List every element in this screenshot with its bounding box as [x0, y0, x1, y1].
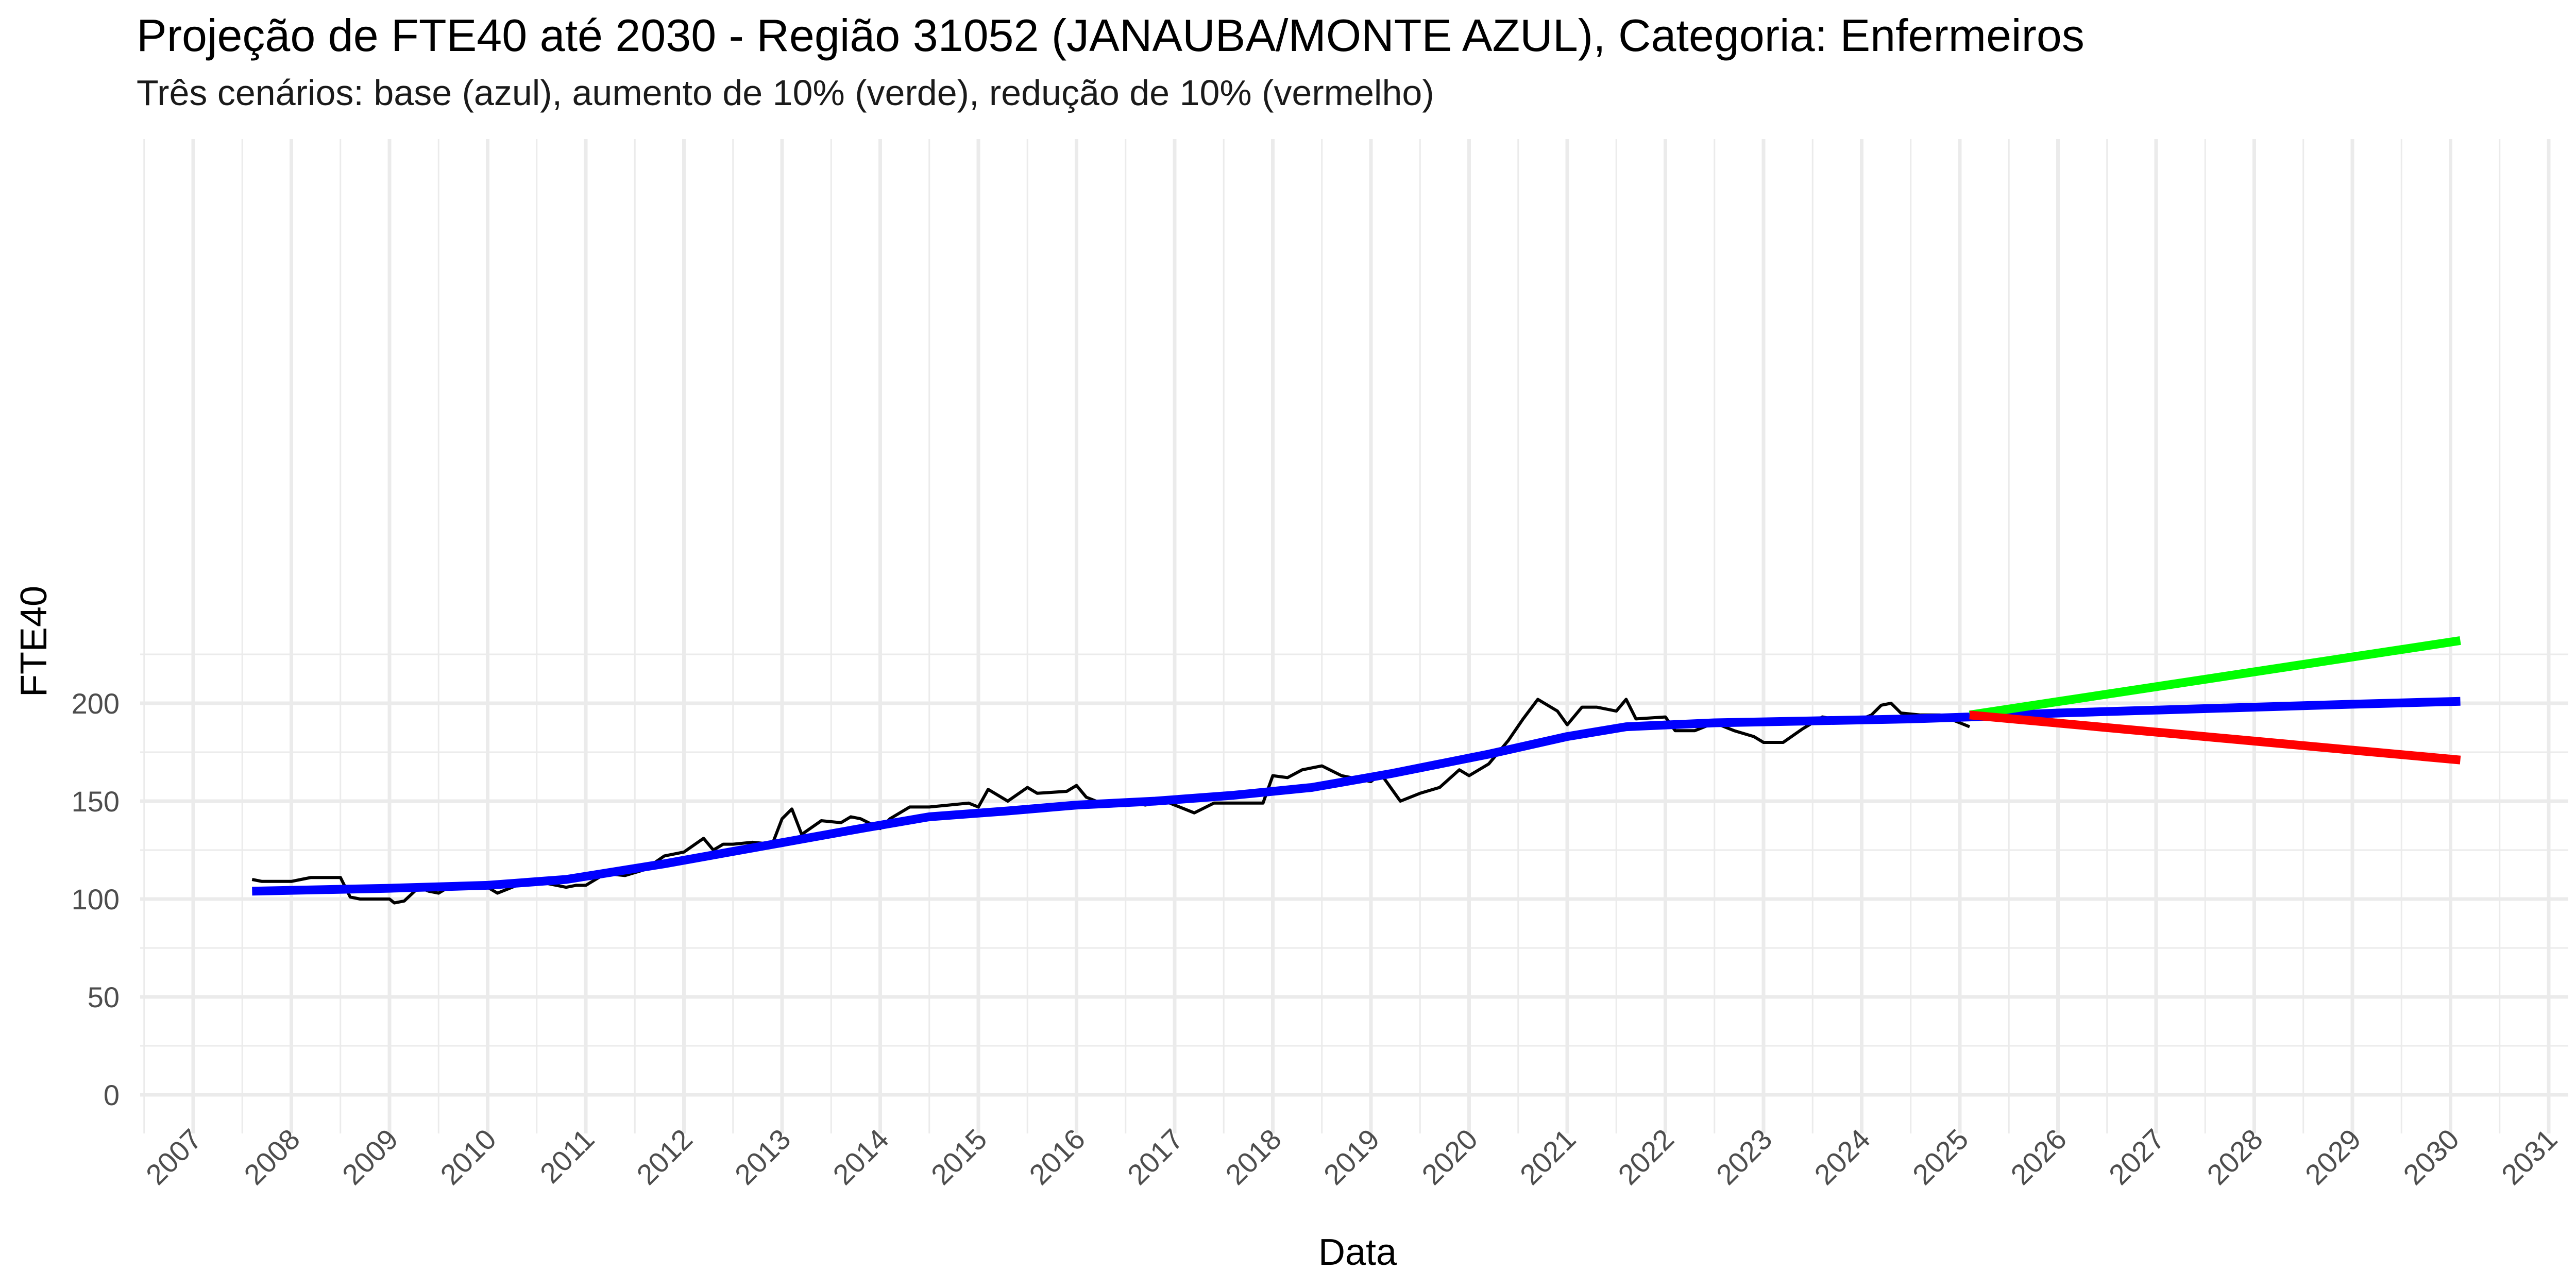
x-tick-label: 2010	[434, 1123, 502, 1191]
x-tick-label: 2022	[1612, 1123, 1680, 1191]
x-tick-label: 2014	[826, 1123, 895, 1191]
y-axis-title: FTE40	[13, 586, 55, 697]
x-tick-label: 2015	[925, 1123, 993, 1191]
y-tick-label: 100	[72, 883, 120, 916]
x-tick-label: 2013	[728, 1123, 797, 1191]
x-tick-label: 2024	[1808, 1123, 1876, 1191]
x-tick-label: 2017	[1121, 1123, 1190, 1191]
x-tick-label: 2025	[1906, 1123, 1975, 1191]
x-tick-label: 2021	[1514, 1123, 1582, 1191]
x-tick-label: 2018	[1219, 1123, 1287, 1191]
x-axis-title: Data	[1318, 1232, 1397, 1273]
x-tick-label: 2012	[630, 1123, 699, 1191]
x-tick-label: 2016	[1023, 1123, 1091, 1191]
base-scenario-line	[252, 697, 2461, 896]
x-tick-label: 2031	[2495, 1123, 2564, 1191]
y-tick-label: 50	[88, 981, 120, 1013]
y-tick-label: 0	[104, 1079, 120, 1111]
x-tick-label: 2029	[2299, 1123, 2367, 1191]
x-tick-label: 2028	[2200, 1123, 2269, 1191]
y-tick-label: 150	[72, 785, 120, 818]
x-tick-label: 2020	[1415, 1123, 1484, 1191]
increase-scenario-line	[1969, 636, 2461, 720]
series-group	[251, 636, 2461, 905]
grid	[140, 139, 2568, 1133]
x-tick-label: 2023	[1710, 1123, 1778, 1191]
chart-title: Projeção de FTE40 até 2030 - Região 3105…	[137, 10, 2084, 61]
decrease-scenario-line	[1969, 710, 2461, 765]
x-tick-label: 2008	[238, 1123, 306, 1191]
chart-subtitle: Três cenários: base (azul), aumento de 1…	[137, 73, 1434, 113]
y-tick-label: 200	[72, 687, 120, 720]
x-tick-label: 2011	[534, 1123, 601, 1190]
x-tick-label: 2009	[336, 1123, 404, 1191]
x-tick-label: 2026	[2004, 1123, 2073, 1191]
x-tick-label: 2019	[1317, 1123, 1386, 1191]
x-tick-label: 2027	[2103, 1123, 2171, 1191]
x-tick-labels: 2007 2008 2009 2010 2011 2012 2013 2014 2015 2016…	[140, 1123, 2564, 1191]
x-tick-label: 2007	[140, 1123, 208, 1191]
x-tick-label: 2030	[2397, 1123, 2465, 1191]
y-tick-labels: 0 50 100 150 200	[72, 687, 120, 1111]
